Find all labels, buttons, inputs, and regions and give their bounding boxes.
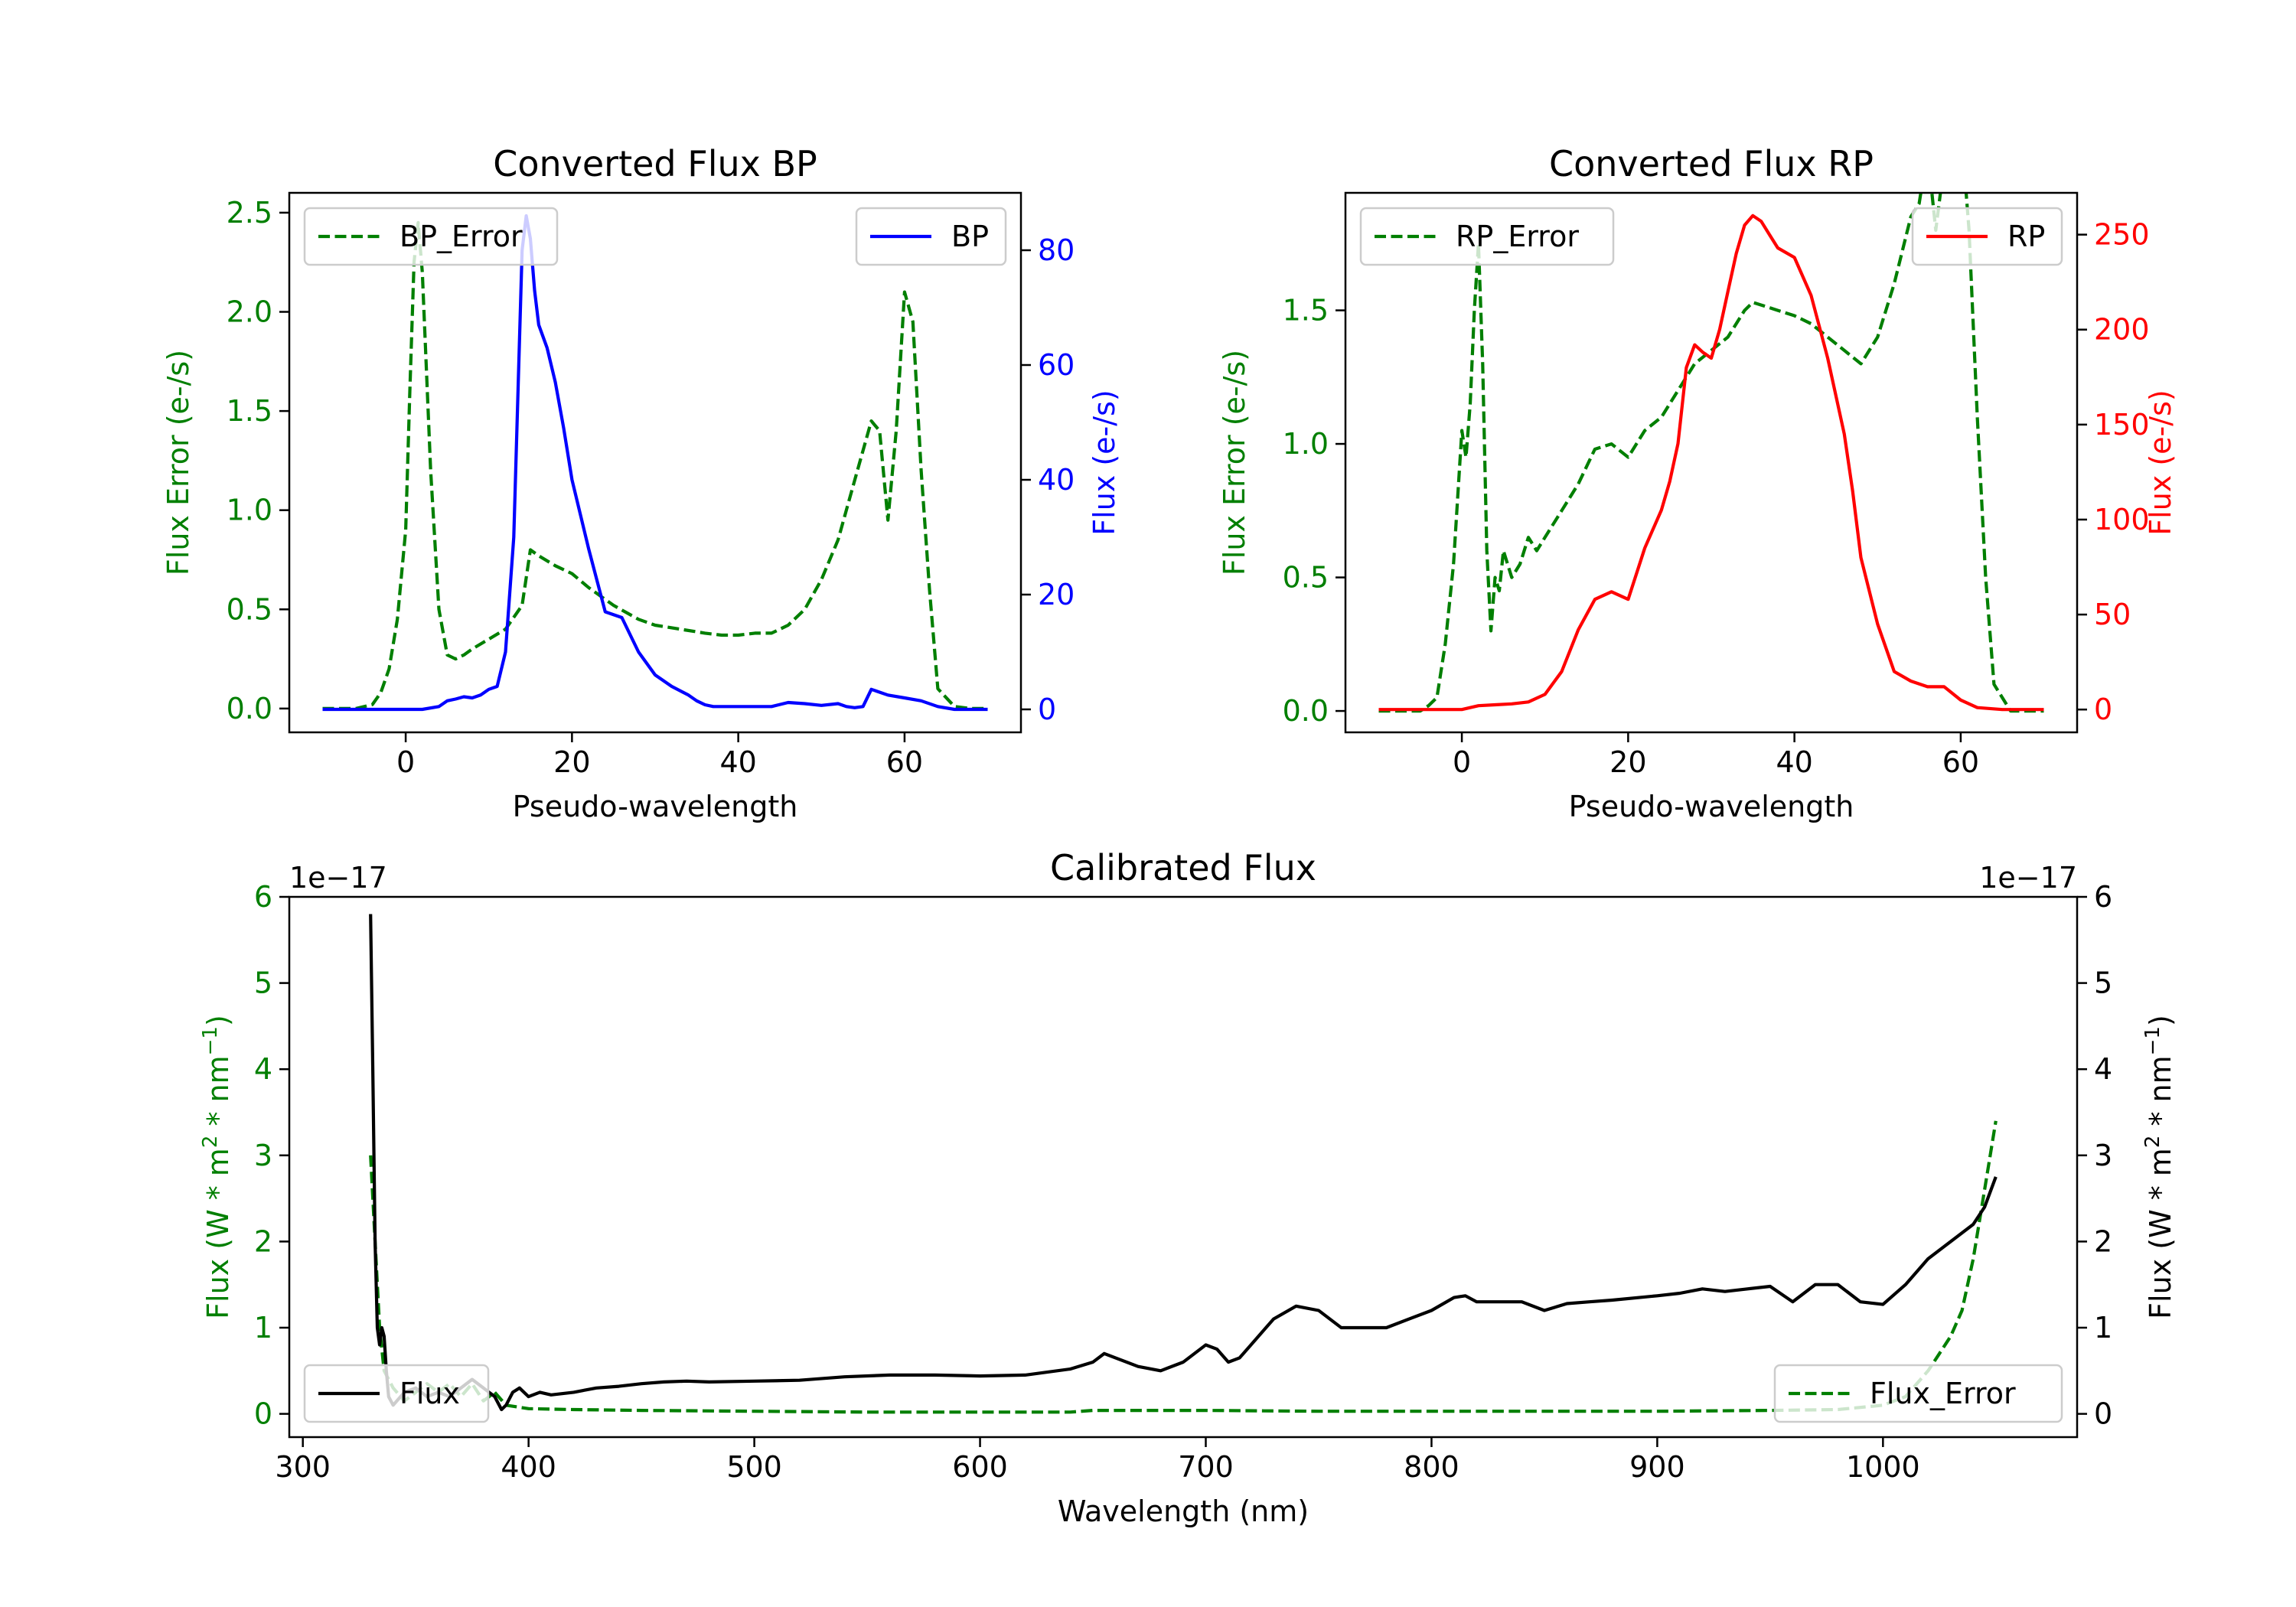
- right-tick-label: 80: [1038, 233, 1075, 267]
- right-tick-label: 5: [2094, 966, 2112, 1000]
- x-tick-label: 800: [1404, 1450, 1459, 1484]
- x-tick-label: 900: [1629, 1450, 1685, 1484]
- left-axis-label: Flux (W * m2 * nm−1): [199, 1015, 235, 1319]
- legend-bp-error: BP_Error: [303, 207, 559, 266]
- left-tick-label: 1.5: [1283, 294, 1329, 328]
- x-tick-label: 60: [1942, 745, 1979, 779]
- chart-cal: 300 400 500 600 700 800 900 1000012345601234561…: [199, 847, 2177, 1528]
- right-axis-label: Flux (W * m2 * nm−1): [2141, 1015, 2177, 1319]
- x-tick-label: 0: [1453, 745, 1471, 779]
- chart-rp: 0 20 40 60 0.0 0.5 1.0 1.5 0 50 100 150 200 250 Conver…: [1218, 143, 2177, 823]
- legend-label: Flux_Error: [1870, 1377, 2016, 1410]
- axes-frame: [1344, 191, 2079, 734]
- left-tick-label: 0.5: [1283, 561, 1329, 595]
- right-offset-text: 1e−17: [1979, 861, 2077, 895]
- left-tick-label: 2: [254, 1224, 272, 1258]
- legend-box: [1773, 1364, 2063, 1423]
- left-tick-label: 0: [254, 1397, 272, 1431]
- axes-frame: [288, 895, 2079, 1439]
- x-axis-label: Wavelength (nm): [1058, 1495, 1309, 1528]
- legend-rp: RP: [1911, 207, 2063, 266]
- left-tick-label: 3: [254, 1139, 272, 1172]
- chart-title: Calibrated Flux: [1050, 847, 1316, 888]
- right-tick-label: 3: [2094, 1139, 2112, 1172]
- x-tick-label: 1000: [1846, 1450, 1920, 1484]
- chart-title: Converted Flux BP: [493, 143, 817, 184]
- right-tick-label: 150: [2094, 408, 2150, 442]
- left-tick-label: 4: [254, 1052, 272, 1086]
- legend-flux: Flux: [303, 1364, 490, 1423]
- right-tick-label: 0: [1038, 693, 1056, 726]
- legend-label: Flux: [400, 1377, 460, 1410]
- x-tick-label: 500: [726, 1450, 782, 1484]
- x-tick-label: 0: [396, 745, 415, 779]
- legend-label: RP: [2007, 220, 2045, 253]
- x-tick-label: 20: [1609, 745, 1646, 779]
- series-rp-error-line: [1378, 193, 2044, 713]
- left-axis-label: Flux Error (e-/s): [1218, 350, 1251, 575]
- legend-bp: BP: [855, 207, 1007, 266]
- left-tick-label: 6: [254, 880, 272, 914]
- chart-title: Converted Flux RP: [1549, 143, 1874, 184]
- right-tick-label: 200: [2094, 313, 2150, 347]
- legend-box: [1359, 207, 1615, 266]
- right-tick-label: 60: [1038, 348, 1075, 382]
- right-tick-label: 2: [2094, 1224, 2112, 1258]
- left-tick-label: 1: [254, 1311, 272, 1345]
- x-axis-label: Pseudo-wavelength: [513, 790, 798, 823]
- series-flux-line: [369, 914, 1998, 1412]
- left-offset-text: 1e−17: [289, 861, 387, 895]
- left-tick-label: 5: [254, 966, 272, 1000]
- x-tick-label: 20: [553, 745, 590, 779]
- left-tick-label: 1.5: [227, 394, 272, 428]
- series-bp-line: [322, 214, 988, 712]
- right-tick-label: 0: [2094, 693, 2112, 726]
- right-tick-label: 20: [1038, 578, 1075, 611]
- legend-box: [303, 1364, 490, 1423]
- right-tick-label: 250: [2094, 218, 2150, 252]
- left-tick-label: 2.5: [227, 196, 272, 230]
- right-tick-label: 4: [2094, 1052, 2112, 1086]
- right-axis-label: Flux (e-/s): [2144, 390, 2177, 535]
- left-tick-label: 2.0: [227, 295, 272, 329]
- right-tick-label: 100: [2094, 503, 2150, 536]
- x-tick-label: 60: [886, 745, 923, 779]
- series-flux-error-line: [369, 1120, 1998, 1414]
- chart-bp: 0 20 40 60 0.0 0.5 1.0 1.5 2.0 2.5 0 20 40 60 80 Conver…: [161, 143, 1121, 823]
- right-axis-label: Flux (e-/s): [1088, 390, 1121, 535]
- left-tick-label: 0.0: [1283, 694, 1329, 728]
- x-tick-label: 700: [1178, 1450, 1234, 1484]
- right-tick-label: 1: [2094, 1311, 2112, 1345]
- axes-frame: [288, 191, 1022, 734]
- x-tick-label: 40: [1776, 745, 1812, 779]
- left-axis-label: Flux Error (e-/s): [161, 350, 195, 575]
- x-tick-label: 400: [501, 1450, 556, 1484]
- left-tick-label: 0.0: [227, 692, 272, 725]
- series-bp-error-line: [322, 220, 988, 711]
- right-tick-label: 40: [1038, 463, 1075, 497]
- legend-label: BP: [951, 220, 989, 253]
- right-tick-label: 0: [2094, 1397, 2112, 1431]
- series-rp-line: [1378, 214, 2044, 712]
- x-tick-label: 40: [719, 745, 756, 779]
- x-tick-label: 300: [275, 1450, 331, 1484]
- left-tick-label: 0.5: [227, 592, 272, 626]
- x-tick-label: 600: [952, 1450, 1008, 1484]
- x-axis-label: Pseudo-wavelength: [1569, 790, 1854, 823]
- legend-flux-error: Flux_Error: [1773, 1364, 2063, 1423]
- right-tick-label: 50: [2094, 598, 2131, 631]
- legend-box: [303, 207, 559, 266]
- left-tick-label: 1.0: [1283, 427, 1329, 461]
- left-tick-label: 1.0: [227, 494, 272, 527]
- legend-rp-error: RP_Error: [1359, 207, 1615, 266]
- legend-label: BP_Error: [400, 220, 523, 253]
- right-tick-label: 6: [2094, 880, 2112, 914]
- legend-label: RP_Error: [1456, 220, 1579, 253]
